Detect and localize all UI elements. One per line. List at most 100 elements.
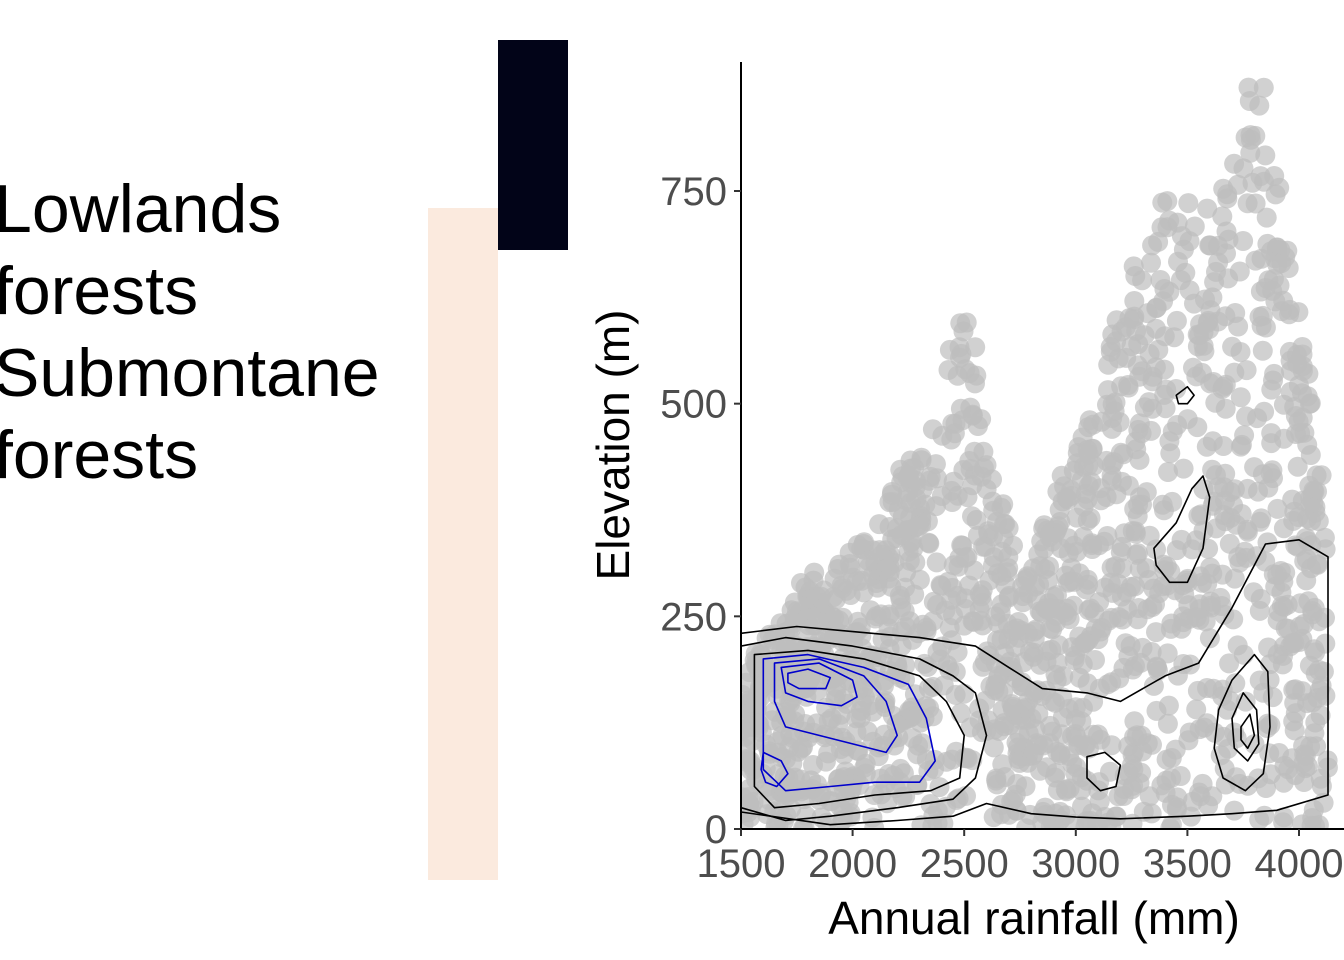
scatter-point — [944, 423, 965, 444]
scatter-point — [1158, 462, 1178, 482]
y-axis-ticks: 0 250 500 750 — [660, 170, 741, 852]
scatter-point — [1204, 722, 1225, 743]
legend-label-line-4: forests — [0, 417, 198, 493]
scatter-point — [840, 585, 861, 605]
scatter-point — [1111, 536, 1132, 557]
scatter-point — [866, 606, 887, 627]
scatter-point — [1189, 719, 1210, 740]
scatter-point — [1167, 665, 1188, 686]
scatter-point — [824, 568, 845, 589]
scatter-point — [881, 484, 902, 505]
scatter-point — [1288, 302, 1309, 323]
scatter-point — [943, 605, 963, 626]
scatter-point — [983, 737, 1004, 758]
scatter-point — [755, 758, 776, 779]
scatter-point — [1171, 226, 1192, 247]
scatter-point — [1255, 145, 1276, 166]
scatter-point — [1170, 270, 1191, 291]
scatter-point — [1050, 801, 1071, 822]
scatter-point — [1182, 539, 1203, 560]
scatter-point — [927, 594, 948, 615]
scatter-point — [906, 488, 927, 509]
scatter-point — [896, 617, 916, 637]
scatter-point — [837, 632, 857, 653]
scatter-point — [1259, 669, 1280, 690]
scatter-point — [950, 347, 970, 368]
scatter-point — [1244, 734, 1265, 755]
scatter-point — [900, 450, 921, 471]
scatter-point — [1212, 206, 1233, 227]
scatter-point — [1278, 759, 1299, 780]
scatter-point — [1154, 359, 1175, 380]
scatter-point — [990, 602, 1011, 623]
scatter-point — [809, 789, 830, 810]
scatter-point — [1215, 374, 1236, 395]
scatter-point — [1285, 535, 1306, 556]
scatter-point — [1003, 535, 1023, 556]
scatter-point — [991, 565, 1012, 586]
scatter-point — [1294, 772, 1314, 792]
scatter-point — [854, 757, 875, 778]
scatter-point — [1208, 252, 1229, 273]
scatter-point — [956, 312, 977, 333]
scatter-point — [1126, 544, 1147, 565]
scatter-point — [950, 703, 971, 724]
scatter-point — [1248, 481, 1268, 502]
scatter-point — [962, 506, 982, 527]
density-contour — [762, 653, 936, 792]
scatter-point — [1064, 650, 1085, 671]
scatter-point — [1187, 336, 1208, 357]
scatter-point — [1056, 781, 1077, 802]
scatter-point — [1257, 532, 1278, 553]
scatter-point — [960, 397, 981, 418]
scatter-point — [966, 365, 987, 386]
scatter-point — [1132, 637, 1153, 658]
scatter-point — [1139, 525, 1160, 546]
scatter-point — [1002, 620, 1023, 641]
scatter-point — [891, 636, 912, 656]
scatter-point — [922, 676, 943, 697]
scatter-point — [1118, 375, 1139, 395]
scatter-point — [1016, 818, 1037, 830]
scatter-point — [994, 513, 1014, 534]
scatter-point — [1143, 675, 1164, 696]
scatter-point — [917, 656, 938, 677]
scatter-point — [986, 768, 1007, 789]
scatter-point — [1252, 305, 1273, 326]
scatter-point — [1261, 379, 1282, 400]
scatter-point — [927, 468, 947, 489]
scatter-point — [1238, 77, 1259, 98]
scatter-point — [830, 797, 851, 818]
scatter-point — [926, 496, 946, 517]
scatter-point — [1234, 425, 1255, 446]
scatter-point — [1287, 456, 1308, 477]
scatter-point — [1158, 695, 1179, 716]
scatter-point — [1167, 415, 1188, 435]
scatter-point — [834, 767, 855, 788]
scatter-point — [1081, 472, 1102, 493]
scatter-point — [1249, 809, 1270, 830]
scatter-point — [1208, 235, 1228, 256]
x-axis-title: Annual rainfall (mm) — [828, 892, 1240, 944]
scatter-point — [992, 700, 1013, 721]
scatter-point — [1205, 392, 1226, 413]
scatter-point — [1071, 780, 1091, 801]
scatter-point — [1086, 815, 1107, 830]
scatter-point — [1299, 655, 1320, 676]
y-tick-label: 250 — [660, 595, 727, 639]
scatter-point — [1157, 191, 1178, 212]
scatter-point — [1264, 166, 1285, 186]
scatter-point — [1273, 812, 1294, 830]
scatter-point — [1167, 787, 1188, 808]
scatter-point — [954, 748, 975, 769]
scatter-point — [1304, 639, 1325, 660]
scatter-point — [1054, 476, 1075, 497]
scatter-point — [1275, 247, 1296, 268]
scatter-point — [1131, 423, 1152, 444]
density-contours — [741, 385, 1329, 826]
scatter-point — [908, 516, 929, 537]
scatter-point — [1290, 423, 1311, 444]
scatter-point — [1147, 657, 1167, 678]
scatter-point — [1166, 540, 1187, 561]
